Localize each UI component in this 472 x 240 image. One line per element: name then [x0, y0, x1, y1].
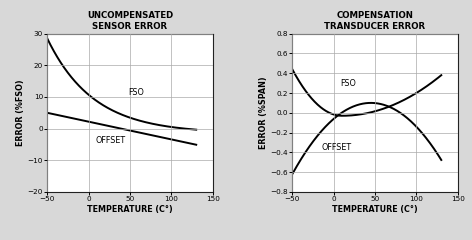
Title: UNCOMPENSATED
SENSOR ERROR: UNCOMPENSATED SENSOR ERROR [87, 11, 173, 31]
Text: FSO: FSO [340, 79, 356, 88]
X-axis label: TEMPERATURE (C°): TEMPERATURE (C°) [332, 205, 418, 214]
X-axis label: TEMPERATURE (C°): TEMPERATURE (C°) [87, 205, 173, 214]
Y-axis label: ERROR (%FSO): ERROR (%FSO) [16, 79, 25, 146]
Y-axis label: ERROR (%SPAN): ERROR (%SPAN) [259, 77, 268, 149]
Text: OFFSET: OFFSET [95, 136, 126, 145]
Text: FSO: FSO [128, 88, 144, 97]
Text: OFFSET: OFFSET [321, 144, 351, 152]
Title: COMPENSATION
TRANSDUCER ERROR: COMPENSATION TRANSDUCER ERROR [324, 11, 426, 31]
